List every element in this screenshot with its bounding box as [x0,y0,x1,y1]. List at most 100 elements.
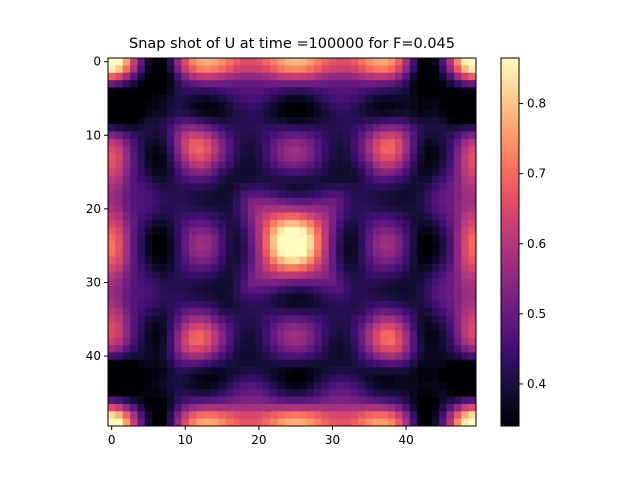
heatmap-cell [137,322,146,331]
heatmap-cell [299,102,308,110]
heatmap-cell [343,153,352,162]
heatmap-frame [107,57,477,427]
heatmap-cell [262,124,271,132]
heatmap-cell [321,359,330,368]
heatmap-cell [380,153,388,162]
heatmap-cell [269,308,278,316]
heatmap-cell [174,367,182,375]
heatmap-cell [292,109,300,118]
heatmap-cell [461,94,469,103]
heatmap-cell [247,116,256,125]
heatmap-cell [328,322,337,331]
heatmap-cell [350,381,359,390]
heatmap-cell [380,256,388,265]
heatmap-cell [453,197,462,206]
heatmap-cell [196,109,204,118]
heatmap-cell [122,212,131,221]
heatmap-cell [203,212,212,221]
heatmap-cell [115,227,124,235]
heatmap-cell [152,80,160,88]
heatmap-cell [166,72,175,81]
heatmap-cell [255,190,263,199]
heatmap-cell [350,146,359,154]
heatmap-cell [181,212,190,221]
heatmap-cell [358,234,366,243]
heatmap-cell [446,403,455,412]
heatmap-cell [468,264,477,272]
heatmap-cell [468,271,477,280]
heatmap-cell [446,330,455,338]
heatmap-cell [108,227,116,235]
heatmap-cell [269,116,278,125]
heatmap-cell [292,65,300,74]
heatmap-cell [292,286,300,294]
heatmap-cell [255,168,263,177]
heatmap-cell [122,168,131,177]
heatmap-cell [159,367,168,375]
heatmap-cell [115,175,124,184]
heatmap-cell [417,138,425,147]
heatmap-cell [122,146,131,154]
heatmap-cell [137,249,146,258]
heatmap-cell [203,219,212,228]
heatmap-cell [262,87,271,96]
heatmap-cell [196,322,204,331]
heatmap-cell [166,315,175,324]
heatmap-cell [108,72,116,81]
heatmap-cell [328,367,337,375]
heatmap-cell [196,190,204,199]
heatmap-cell [225,345,234,353]
heatmap-cell [130,227,138,235]
heatmap-cell [336,367,344,375]
heatmap-cell [417,249,425,258]
heatmap-cell [152,65,160,74]
heatmap-cell [262,286,271,294]
heatmap-cell [424,322,433,331]
heatmap-cell [174,337,182,346]
heatmap-cell [159,264,168,272]
heatmap-cell [306,345,315,353]
heatmap-cell [350,293,359,302]
heatmap-cell [446,124,455,132]
heatmap-cell [314,330,322,338]
heatmap-cell [152,116,160,125]
heatmap-cell [144,131,153,140]
heatmap-cell [321,315,330,324]
heatmap-cell [159,234,168,243]
heatmap-cell [211,293,219,302]
heatmap-cell [453,227,462,235]
heatmap-cell [262,80,271,88]
heatmap-cell [314,227,322,235]
heatmap-cell [166,367,175,375]
heatmap-cell [365,300,374,309]
heatmap-cell [461,374,469,383]
heatmap-cell [144,300,153,309]
heatmap-cell [211,102,219,110]
heatmap-cell [314,389,322,397]
heatmap-cell [395,234,403,243]
heatmap-cell [233,212,241,221]
heatmap-cell [218,418,227,427]
heatmap-cell [203,197,212,206]
heatmap-cell [262,330,271,338]
heatmap-cell [174,345,182,353]
heatmap-cell [240,345,249,353]
heatmap-cell [328,197,337,206]
heatmap-cell [196,389,204,397]
heatmap-cell [269,293,278,302]
heatmap-cell [306,322,315,331]
heatmap-cell [321,131,330,140]
heatmap-cell [343,58,352,66]
heatmap-cell [328,94,337,103]
heatmap-cell [299,131,308,140]
heatmap-cell [225,271,234,280]
heatmap-cell [380,65,388,74]
heatmap-cell [365,286,374,294]
heatmap-cell [402,219,411,228]
heatmap-cell [196,300,204,309]
heatmap-cell [255,138,263,147]
heatmap-cell [255,234,263,243]
heatmap-cell [122,264,131,272]
heatmap-cell [380,234,388,243]
heatmap-cell [247,381,256,390]
